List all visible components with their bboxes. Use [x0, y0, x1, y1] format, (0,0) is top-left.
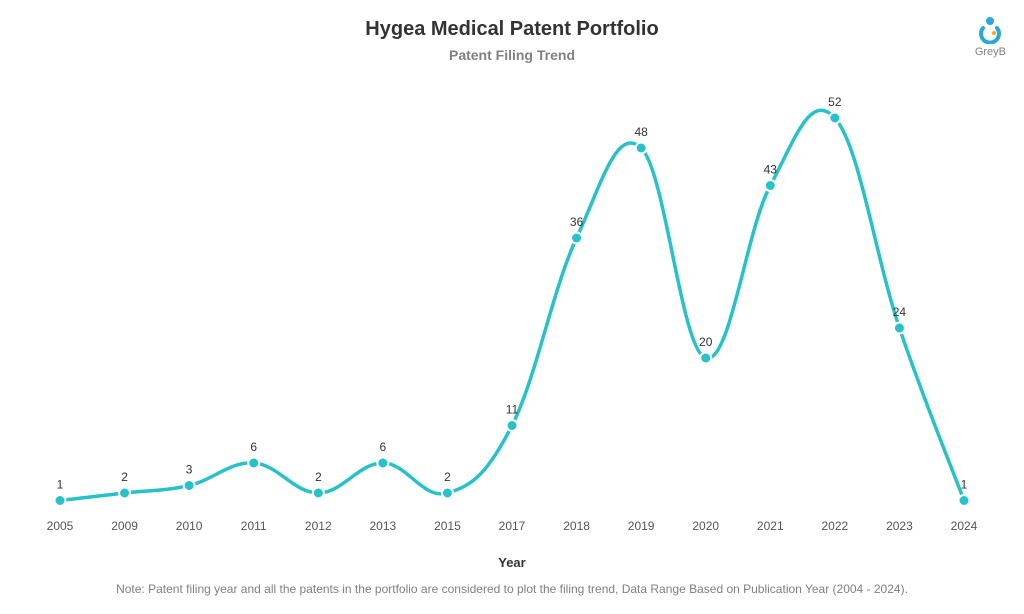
point-value-label: 52 — [828, 95, 842, 109]
x-tick-label: 2020 — [692, 519, 719, 533]
x-tick-label: 2005 — [47, 519, 74, 533]
x-tick-label: 2013 — [370, 519, 397, 533]
data-point — [700, 353, 711, 364]
x-tick-label: 2024 — [951, 519, 978, 533]
data-point — [377, 458, 388, 469]
point-value-label: 43 — [764, 163, 778, 177]
x-tick-label: 2018 — [563, 519, 590, 533]
point-value-label: 2 — [121, 470, 128, 484]
chart-subtitle: Patent Filing Trend — [0, 47, 1024, 63]
point-value-label: 3 — [186, 463, 193, 477]
data-point — [636, 143, 647, 154]
point-value-label: 24 — [893, 305, 907, 319]
logo-glyph — [975, 14, 1005, 44]
point-value-label: 11 — [506, 403, 519, 417]
data-point — [765, 180, 776, 191]
data-point — [442, 488, 453, 499]
point-value-label: 6 — [380, 440, 387, 454]
data-point — [313, 488, 324, 499]
data-point — [959, 495, 970, 506]
point-value-label: 36 — [570, 215, 584, 229]
data-point — [571, 233, 582, 244]
x-tick-label: 2022 — [822, 519, 849, 533]
data-point — [119, 488, 130, 499]
x-tick-label: 2021 — [757, 519, 784, 533]
logo: GreyB — [975, 14, 1006, 58]
point-value-label: 2 — [444, 470, 451, 484]
point-value-label: 2 — [315, 470, 322, 484]
data-point — [894, 323, 905, 334]
line-chart: 1200522009320106201122012620132201511201… — [40, 78, 984, 544]
data-point — [55, 495, 66, 506]
x-tick-label: 2015 — [434, 519, 461, 533]
x-tick-label: 2011 — [241, 519, 267, 533]
point-value-label: 6 — [250, 440, 257, 454]
point-value-label: 48 — [634, 125, 648, 139]
x-tick-label: 2009 — [111, 519, 138, 533]
point-value-label: 1 — [961, 478, 968, 492]
chart-footnote: Note: Patent filing year and all the pat… — [0, 582, 1024, 596]
x-tick-label: 2019 — [628, 519, 655, 533]
data-point — [829, 113, 840, 124]
x-tick-label: 2023 — [886, 519, 913, 533]
logo-text: GreyB — [975, 46, 1006, 58]
data-point — [184, 480, 195, 491]
data-point — [507, 420, 518, 431]
point-value-label: 20 — [699, 335, 713, 349]
trend-line — [60, 110, 964, 500]
chart-area: 1200522009320106201122012620132201511201… — [40, 78, 984, 544]
point-value-label: 1 — [57, 478, 64, 492]
x-tick-label: 2010 — [176, 519, 203, 533]
chart-title: Hygea Medical Patent Portfolio — [0, 0, 1024, 41]
x-axis-label: Year — [0, 555, 1024, 570]
data-point — [248, 458, 259, 469]
x-tick-label: 2017 — [499, 519, 526, 533]
x-tick-label: 2012 — [305, 519, 332, 533]
